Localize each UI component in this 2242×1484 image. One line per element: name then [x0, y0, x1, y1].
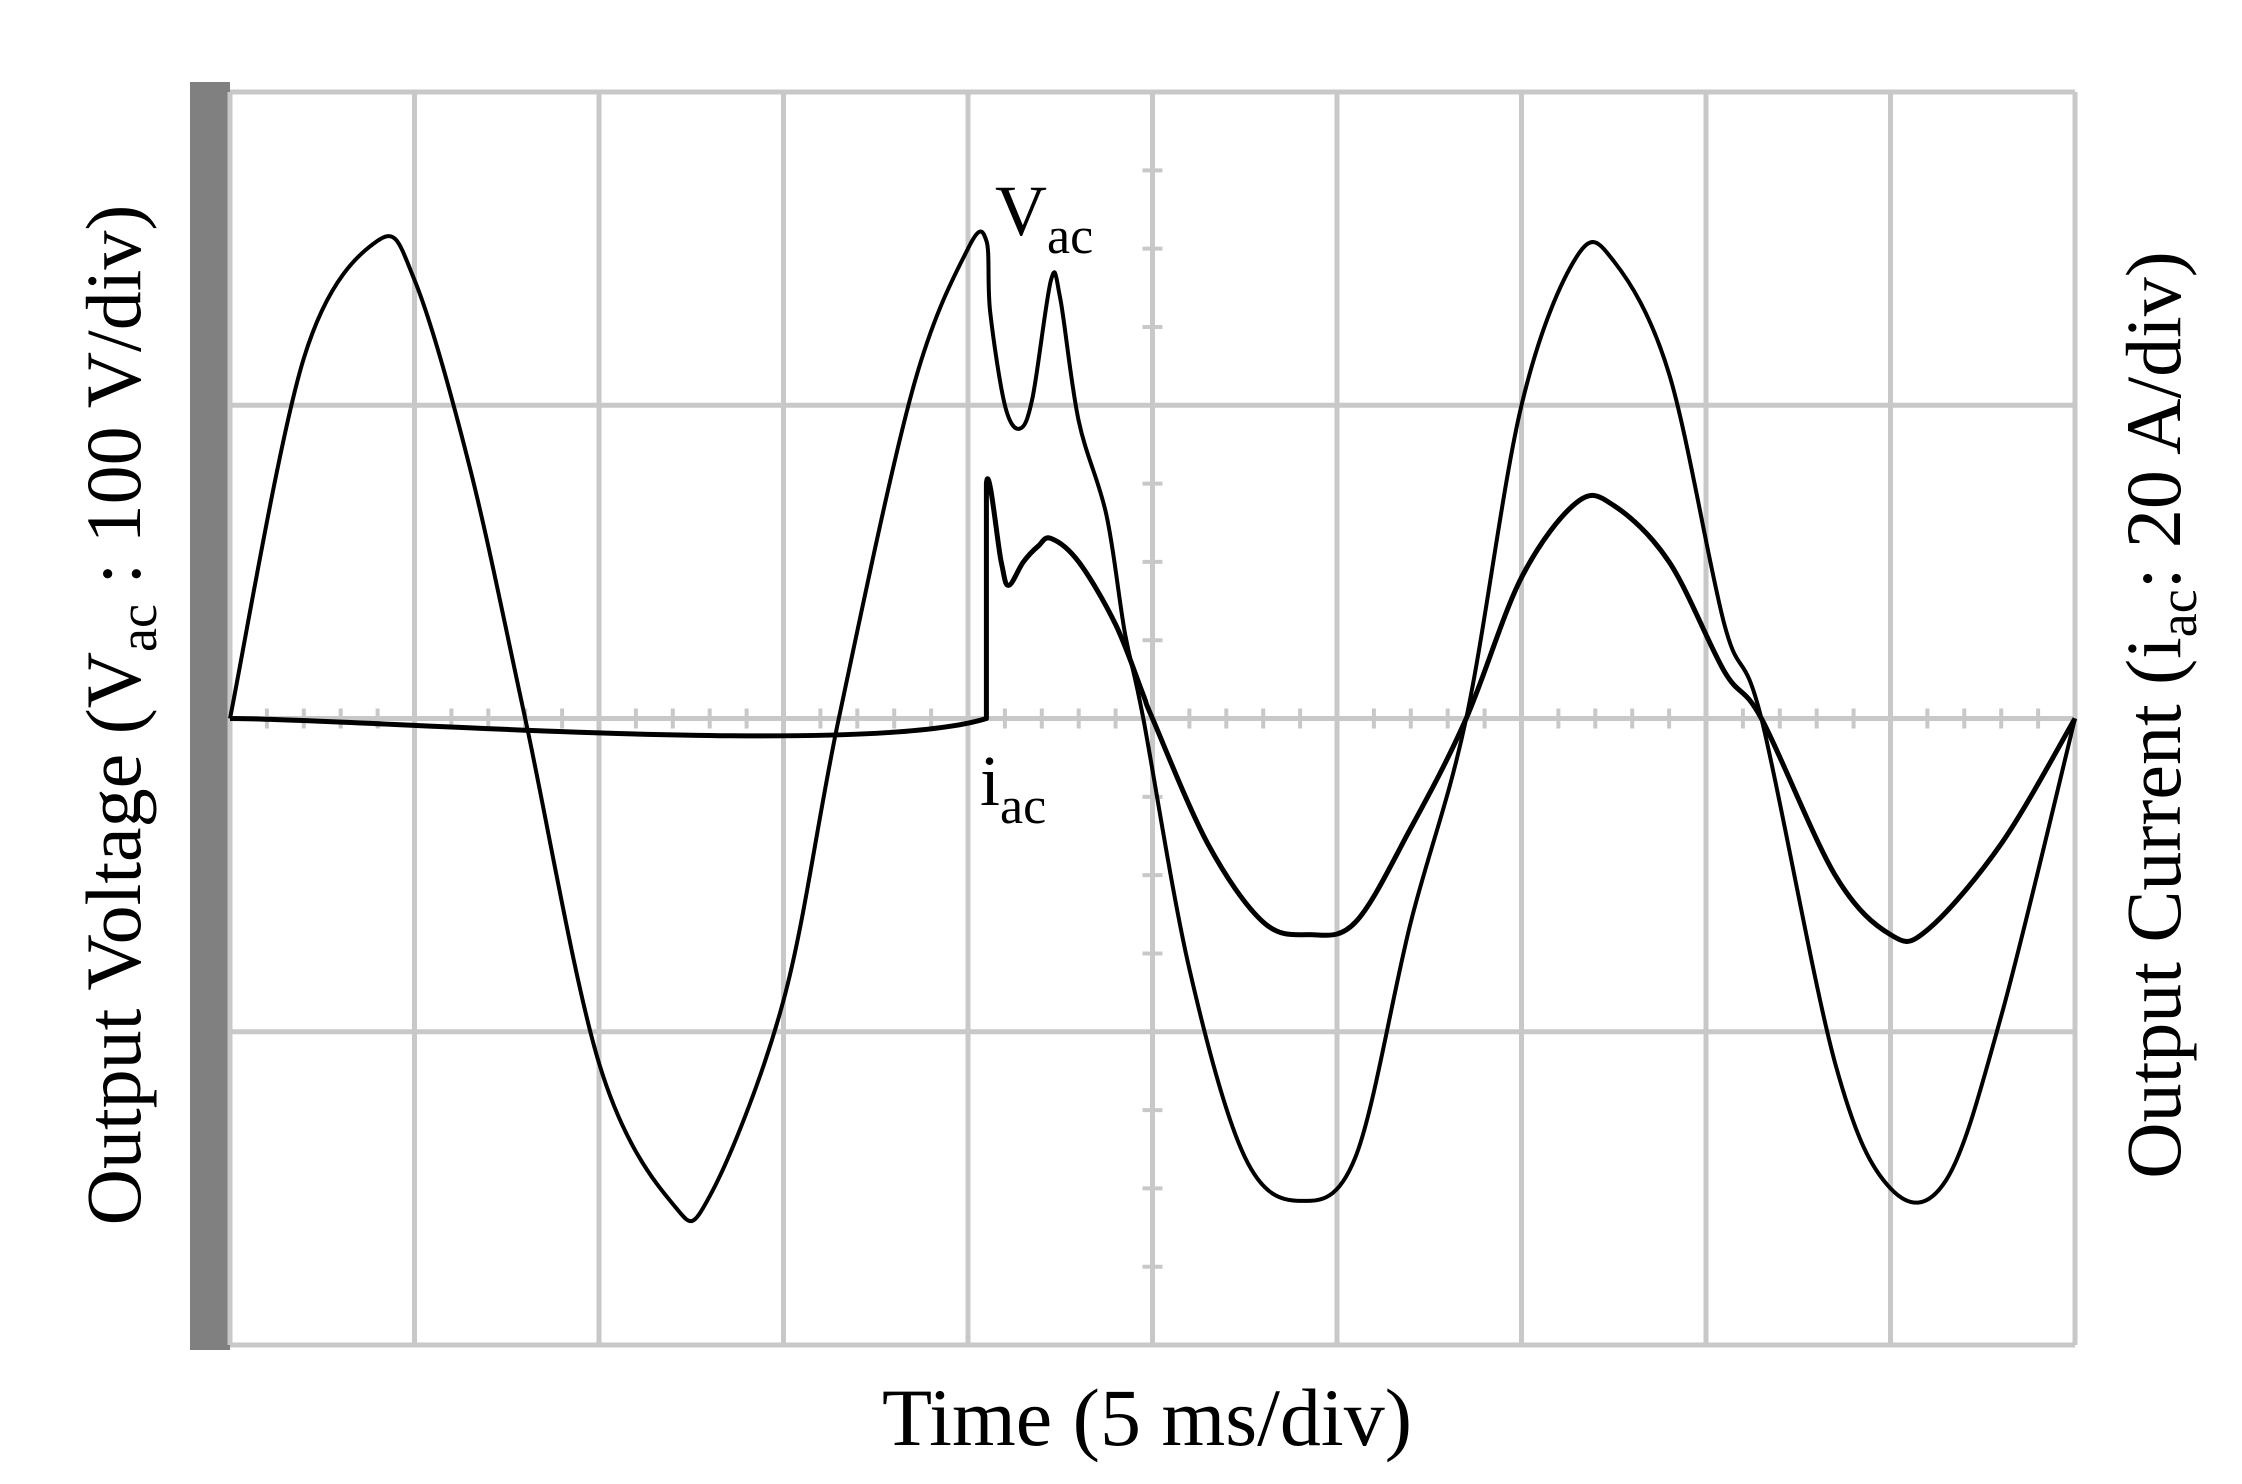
y-axis-label-left-sub: ac [108, 604, 168, 652]
y-axis-label-left: Output Voltage (Vac : 100 V/div) [70, 205, 168, 1226]
label-iac: iac [980, 741, 1046, 835]
label-iac-main: i [980, 741, 1000, 821]
series-iac-line [229, 476, 2078, 944]
y-axis-label-right-suffix: : 20 A/div) [2110, 251, 2197, 589]
traces [228, 229, 2078, 1224]
label-vac-sub: ac [1047, 208, 1093, 265]
x-axis-label: Time (5 ms/div) [882, 1372, 1412, 1463]
label-vac-main: V [995, 171, 1047, 251]
left-edge-bar [190, 82, 230, 1350]
label-iac-sub: ac [1000, 778, 1046, 835]
y-axis-label-left-suffix: : 100 V/div) [70, 205, 157, 604]
y-axis-label-right-sub: ac [2148, 589, 2208, 637]
y-axis-label-right-prefix: Output Current (i [2110, 637, 2197, 1179]
label-vac: Vac [995, 171, 1093, 265]
y-axis-label-left-prefix: Output Voltage (V [70, 652, 157, 1225]
y-axis-label-right: Output Current (iac: 20 A/div) [2110, 251, 2208, 1179]
series-vac-line [228, 229, 2077, 1224]
